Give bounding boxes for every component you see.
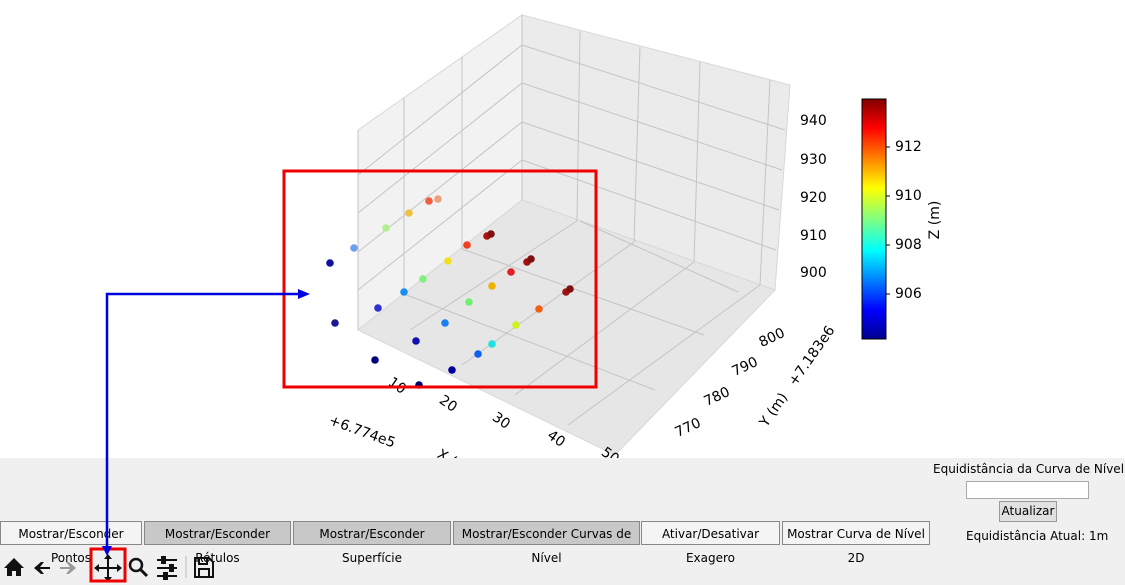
z-tick-label: 920 [800, 190, 827, 206]
grid-line [521, 44, 786, 131]
point [535, 305, 543, 313]
point [405, 209, 413, 217]
x-tick-label: 20 [436, 392, 460, 415]
home-icon[interactable] [4, 558, 24, 576]
colorbar-label: Z (m) [927, 201, 943, 240]
point [488, 282, 496, 290]
toggle-button[interactable]: Mostrar Curva de Nível 2D [782, 521, 930, 565]
zoom-icon[interactable] [128, 557, 149, 578]
point [527, 255, 535, 263]
z-tick-label: 900 [800, 265, 827, 281]
point [350, 244, 358, 252]
point [400, 288, 408, 296]
grid-line [521, 121, 780, 211]
toggle-button[interactable]: Mostrar/Esconder Curvas de Nível [453, 521, 640, 565]
y-tick-label: 780 [702, 384, 733, 410]
point [512, 321, 520, 329]
colorbar-tick-label: 906 [895, 286, 922, 302]
point [371, 356, 379, 364]
point [507, 268, 515, 276]
grid-line [693, 61, 701, 263]
x-axis-label: X (m) [434, 446, 475, 458]
x-tick-label: 30 [489, 409, 513, 432]
z-tick-label: 930 [800, 152, 827, 168]
grid-line [357, 44, 523, 176]
grid-line [521, 82, 783, 171]
point [566, 285, 574, 293]
point [474, 350, 482, 358]
y-tick-label: 770 [673, 415, 704, 441]
point [463, 241, 471, 249]
y-axis-label: Y (m) [756, 390, 791, 431]
point [412, 337, 420, 345]
point [415, 381, 423, 389]
toggle-button[interactable]: Mostrar/Esconder Pontos [0, 521, 142, 565]
grid-line [579, 220, 739, 293]
colorbar-tick-label: 912 [895, 139, 922, 155]
point [326, 259, 334, 267]
contour-input[interactable] [966, 481, 1089, 499]
x-offset: +6.774e5 [327, 413, 398, 452]
point [441, 319, 449, 327]
forward-icon[interactable] [60, 562, 76, 574]
grid-line [759, 79, 771, 286]
colorbar-tick-label: 910 [895, 188, 922, 204]
point [448, 366, 456, 374]
plot-3d: 9409309209109001020304050770780790800+6.… [326, 14, 943, 480]
toggle-button[interactable]: Ativar/Desativar Exagero [641, 521, 780, 565]
point [374, 304, 382, 312]
contour-label: Equidistância da Curva de Nível (m): [933, 462, 1125, 476]
x-tick-label: 10 [385, 374, 409, 397]
point [382, 224, 390, 232]
point [434, 195, 442, 203]
point [465, 298, 473, 306]
z-tick-label: 940 [800, 113, 827, 129]
toggle-button[interactable]: Mostrar/Esconder Rótulos [144, 521, 291, 565]
y-offset: +7.183e6 [786, 323, 839, 389]
config-icon[interactable] [157, 556, 177, 580]
toggle-button[interactable]: Mostrar/Esconder Superfície [293, 521, 451, 565]
point [419, 275, 427, 283]
y-tick-label: 800 [757, 325, 788, 351]
save-icon[interactable] [194, 557, 214, 578]
toolbar [4, 547, 214, 583]
z-tick-label: 910 [800, 228, 827, 244]
point [487, 230, 495, 238]
colorbar-tick-label: 908 [895, 237, 922, 253]
colorbar [861, 98, 887, 340]
point [444, 257, 452, 265]
pan-icon[interactable] [94, 554, 122, 582]
control-panel: Equidistância da Curva de Nível (m): Atu… [0, 458, 1125, 585]
back-icon[interactable] [34, 562, 50, 574]
point [425, 197, 433, 205]
update-button[interactable]: Atualizar [999, 501, 1057, 522]
grid-line [567, 284, 761, 426]
y-tick-label: 790 [730, 354, 761, 380]
current-contour: Equidistância Atual: 1m [966, 529, 1109, 543]
grid-line [633, 46, 641, 243]
point [488, 340, 496, 348]
point [331, 319, 339, 327]
